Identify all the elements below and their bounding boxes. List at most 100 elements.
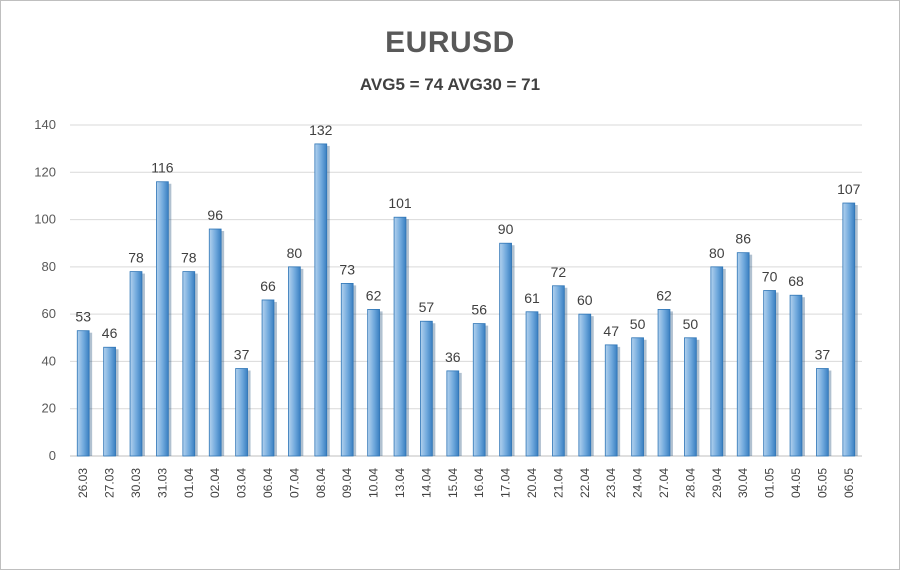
y-tick-label: 40 (42, 353, 56, 368)
data-label: 62 (366, 287, 382, 303)
bar (657, 309, 673, 457)
x-tick-label: 27.04 (657, 468, 671, 498)
x-tick-label: 07.04 (287, 468, 301, 498)
x-tick-label: 28.04 (683, 468, 697, 498)
data-label: 116 (151, 160, 174, 176)
x-tick-label: 22.04 (578, 468, 592, 498)
bar-body (578, 313, 592, 457)
bar-body (420, 320, 433, 457)
bar-body (367, 309, 380, 457)
data-label: 61 (524, 290, 540, 306)
y-tick-label: 80 (42, 259, 56, 274)
data-label: 68 (788, 273, 804, 289)
bar (604, 344, 621, 457)
y-tick-label: 140 (34, 117, 56, 132)
bar (816, 368, 832, 457)
bar-body (129, 271, 143, 457)
bar-body (763, 290, 776, 457)
data-label: 107 (837, 181, 861, 197)
x-tick-label: 31.03 (155, 468, 169, 498)
data-label: 50 (683, 316, 699, 332)
data-label: 132 (309, 122, 333, 138)
x-tick-label: 02.04 (208, 468, 222, 498)
bar-body (156, 181, 169, 457)
data-label: 70 (762, 269, 778, 285)
bar (340, 283, 357, 457)
bar-body (710, 266, 724, 457)
x-tick-label: 01.05 (763, 468, 777, 498)
data-labels: 53 46 78 116 78 96 37 66 80 132 73 62 101 57 36 56 90 61 7… (75, 122, 860, 365)
bar (525, 311, 541, 457)
x-tick-label: 09.04 (340, 468, 354, 498)
x-tick-label: 08.04 (314, 468, 328, 498)
data-label: 57 (419, 299, 435, 315)
y-axis-ticks: 0 20 40 60 80 100 120 140 (34, 117, 56, 463)
bar (763, 290, 779, 457)
x-tick-label: 04.05 (789, 468, 803, 498)
bar (736, 252, 753, 457)
data-label: 78 (128, 250, 144, 266)
data-label: 73 (339, 261, 355, 277)
bar-body (472, 323, 486, 457)
x-tick-label: 01.04 (182, 468, 196, 498)
bar (842, 202, 858, 457)
bar-body (684, 337, 697, 457)
bar (472, 323, 489, 457)
bar-body (499, 242, 512, 457)
x-tick-label: 16.04 (472, 468, 486, 498)
bar (789, 294, 805, 457)
bar (76, 330, 93, 457)
y-tick-label: 120 (34, 164, 56, 179)
bar (631, 337, 647, 457)
bar (261, 299, 277, 457)
bar (288, 266, 304, 457)
data-label: 86 (735, 231, 751, 247)
y-tick-label: 60 (42, 306, 56, 321)
data-label: 46 (102, 325, 118, 341)
bar-body (288, 266, 301, 457)
bar (578, 313, 594, 457)
x-tick-label: 13.04 (393, 468, 407, 498)
x-tick-label: 30.04 (736, 468, 750, 498)
data-label: 78 (181, 250, 197, 266)
x-tick-label: 05.05 (815, 468, 829, 498)
data-label: 80 (287, 245, 303, 261)
y-tick-label: 0 (49, 448, 56, 463)
bar (314, 143, 330, 457)
x-tick-label: 06.05 (842, 468, 856, 498)
x-tick-label: 21.04 (551, 468, 565, 498)
bar (182, 271, 198, 457)
bar (710, 266, 726, 457)
x-axis-ticks: 26.03 27.03 30.03 31.03 01.04 02.04 03.04 06.04… (76, 468, 856, 498)
data-label: 66 (260, 278, 276, 294)
x-tick-label: 29.04 (710, 468, 724, 498)
bar-body (103, 346, 116, 457)
data-label: 37 (234, 347, 250, 363)
data-label: 53 (75, 309, 91, 325)
data-label: 47 (603, 323, 619, 339)
data-label: 37 (815, 347, 831, 363)
bar (235, 368, 251, 457)
bar (367, 309, 383, 457)
y-tick-label: 100 (34, 212, 56, 227)
x-tick-label: 17.04 (499, 468, 513, 498)
bar-body (816, 368, 829, 457)
x-tick-label: 26.03 (76, 468, 90, 498)
bar-body (76, 330, 90, 457)
bar-body (208, 228, 222, 457)
bar (499, 242, 515, 457)
bar-body (657, 309, 671, 457)
data-label: 60 (577, 292, 593, 308)
bar (103, 346, 119, 457)
x-tick-label: 24.04 (631, 468, 645, 498)
bar-body (235, 368, 248, 457)
data-label: 36 (445, 349, 461, 365)
chart-subtitle: AVG5 = 74 AVG30 = 71 (359, 75, 541, 94)
x-tick-label: 14.04 (419, 468, 433, 498)
x-tick-label: 20.04 (525, 468, 539, 498)
bar (552, 285, 568, 457)
data-label: 80 (709, 245, 725, 261)
data-label: 101 (388, 195, 412, 211)
